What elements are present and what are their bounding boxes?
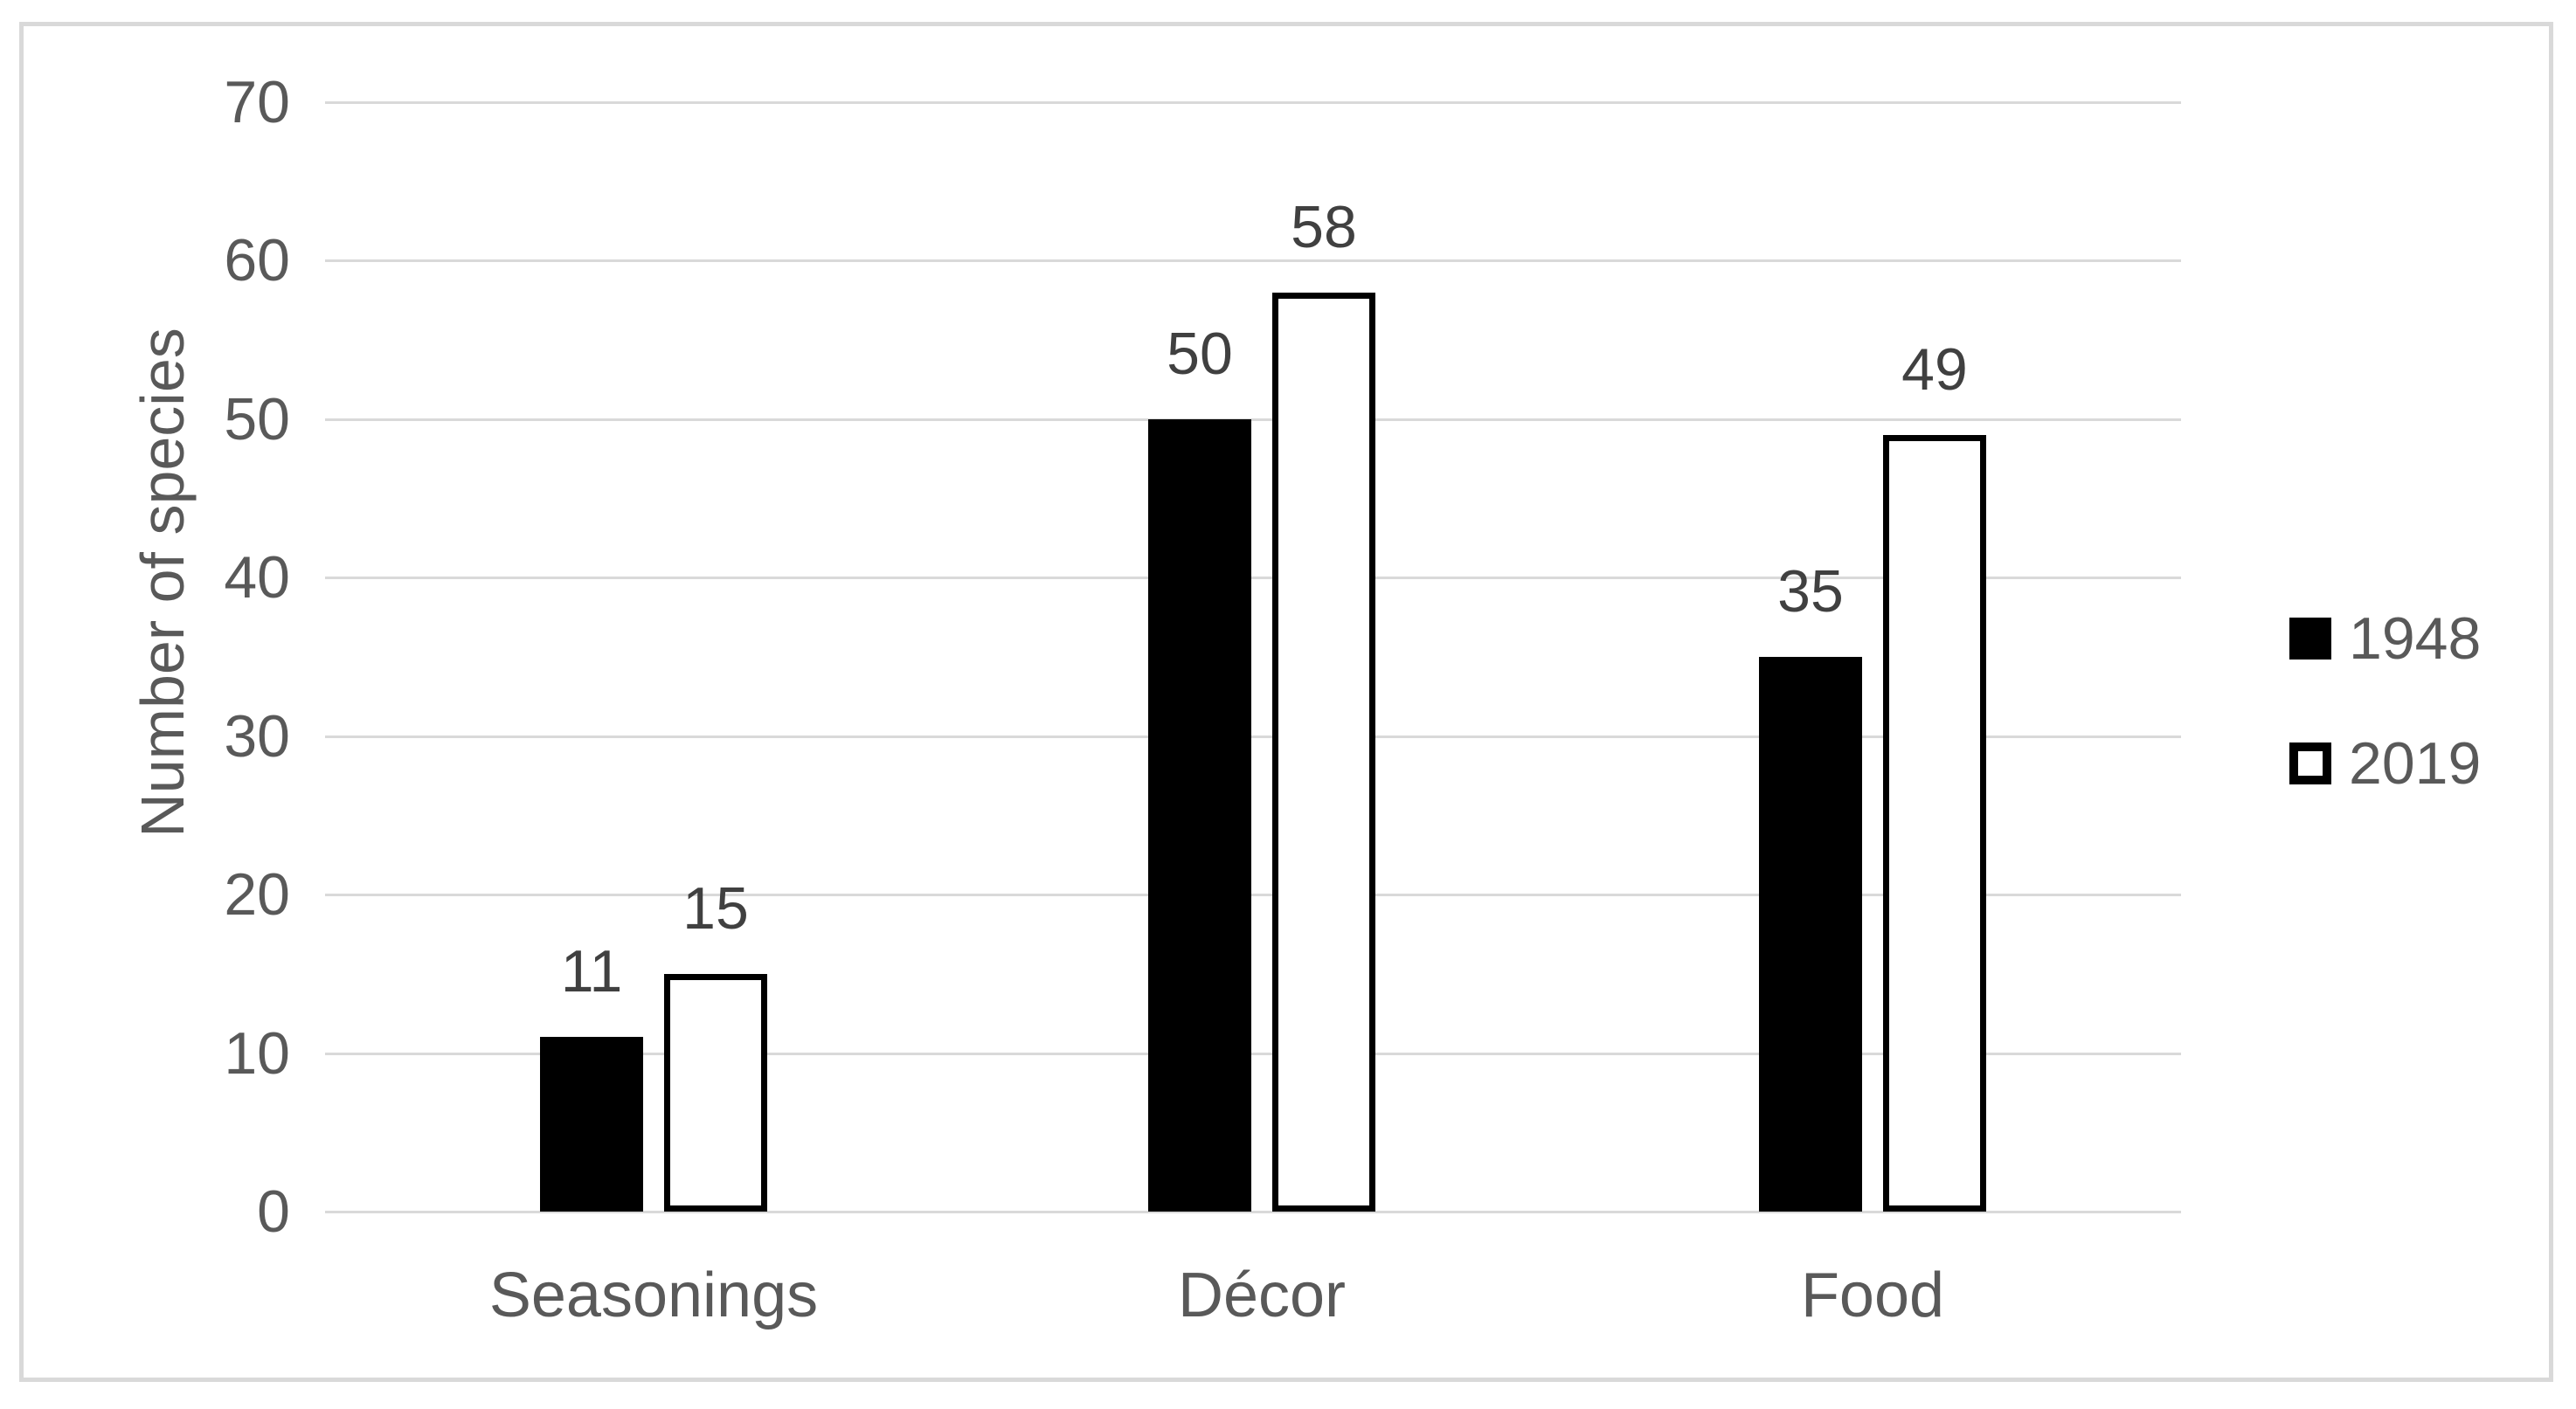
- legend-swatch-black-filled-square: [2289, 618, 2331, 660]
- y-tick-label-20: 20: [224, 861, 290, 929]
- bar-1948-food: [1759, 657, 1862, 1212]
- y-tick-label-70: 70: [224, 69, 290, 135]
- gridline-y-60: [325, 259, 2181, 263]
- x-category-label-seasonings: Seasonings: [488, 1261, 819, 1330]
- gridline-y-70: [325, 101, 2181, 104]
- x-category-label-food: Food: [1800, 1261, 1945, 1330]
- gridline-y-40: [325, 577, 2181, 580]
- bar-2019-seasonings: [664, 973, 767, 1212]
- bar-1948-seasonings: [540, 1037, 643, 1212]
- y-tick-label-40: 40: [224, 544, 290, 611]
- data-label-2019-food: 49: [1901, 336, 1968, 403]
- bar-2019-food: [1883, 435, 1986, 1212]
- gridline-y-0: [325, 1211, 2181, 1213]
- y-tick-label-50: 50: [224, 385, 290, 452]
- legend-item-2019: 2019: [2289, 724, 2481, 803]
- legend-label: 2019: [2349, 730, 2482, 797]
- bar-2019-décor: [1272, 292, 1375, 1212]
- y-tick-label-30: 30: [224, 702, 290, 770]
- y-tick-label-0: 0: [257, 1178, 290, 1245]
- gridline-y-20: [325, 894, 2181, 897]
- y-tick-label-60: 60: [224, 227, 290, 294]
- data-label-2019-seasonings: 15: [682, 874, 749, 942]
- y-tick-label-10: 10: [224, 1019, 290, 1087]
- gridline-y-30: [325, 735, 2181, 738]
- data-label-2019-décor: 58: [1291, 193, 1357, 260]
- bar-1948-décor: [1148, 418, 1251, 1212]
- x-category-label-décor: Décor: [1177, 1261, 1347, 1330]
- legend-item-1948: 1948: [2289, 599, 2481, 678]
- data-label-1948-food: 35: [1777, 558, 1844, 625]
- data-label-1948-décor: 50: [1167, 320, 1233, 387]
- gridline-y-10: [325, 1052, 2181, 1055]
- data-label-1948-seasonings: 11: [560, 938, 623, 1005]
- gridline-y-50: [325, 418, 2181, 421]
- legend-label: 1948: [2349, 605, 2482, 672]
- legend-swatch-white-square-black-outline: [2289, 742, 2331, 784]
